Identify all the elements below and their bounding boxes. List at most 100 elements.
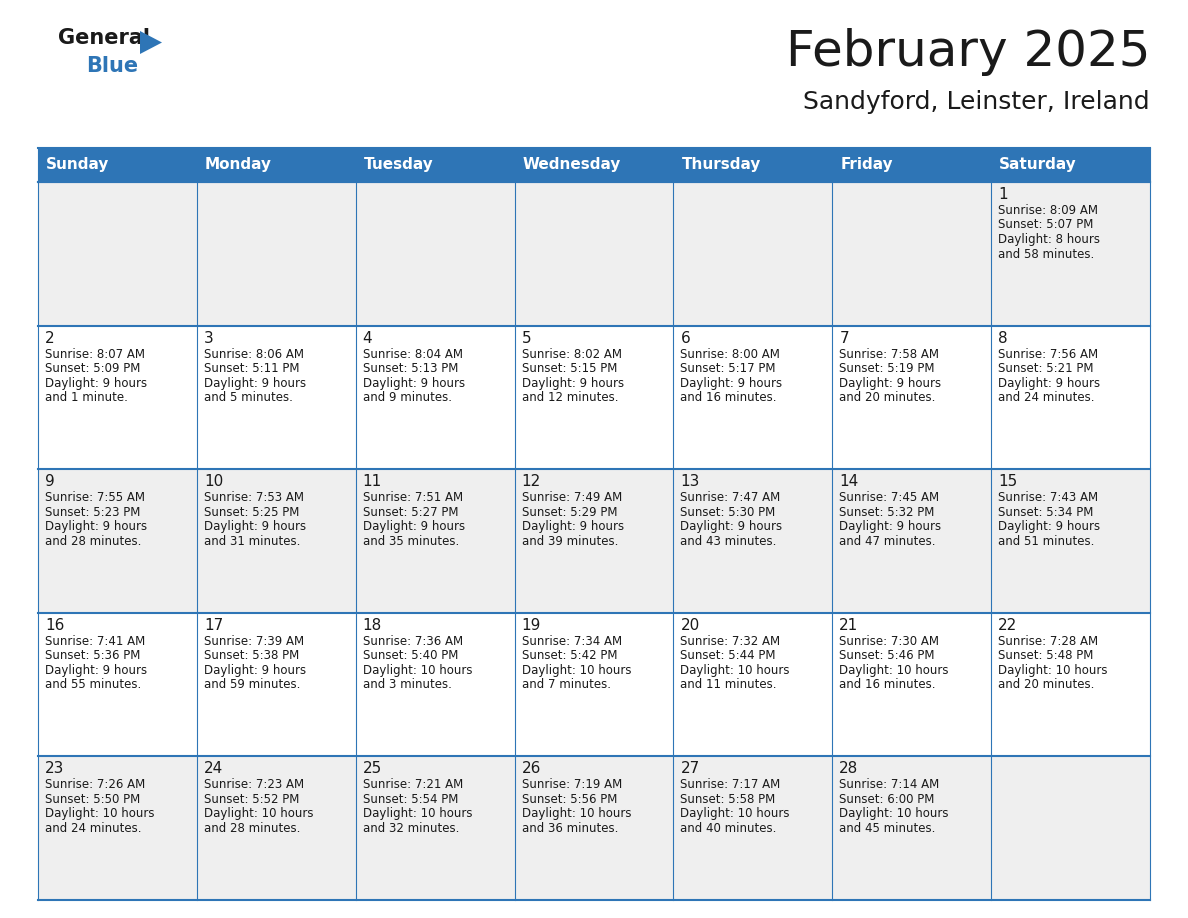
Text: Daylight: 9 hours: Daylight: 9 hours — [839, 521, 941, 533]
Text: Sunset: 5:48 PM: Sunset: 5:48 PM — [998, 649, 1093, 662]
Text: 13: 13 — [681, 475, 700, 489]
Text: and 32 minutes.: and 32 minutes. — [362, 822, 459, 834]
Text: Sunset: 5:56 PM: Sunset: 5:56 PM — [522, 793, 617, 806]
Text: and 16 minutes.: and 16 minutes. — [839, 678, 936, 691]
Text: Sunrise: 7:58 AM: Sunrise: 7:58 AM — [839, 348, 940, 361]
Text: Sunrise: 7:23 AM: Sunrise: 7:23 AM — [204, 778, 304, 791]
Text: Sunrise: 7:56 AM: Sunrise: 7:56 AM — [998, 348, 1098, 361]
Text: and 39 minutes.: and 39 minutes. — [522, 534, 618, 548]
Text: Sunset: 5:27 PM: Sunset: 5:27 PM — [362, 506, 459, 519]
Text: Sunday: Sunday — [46, 158, 109, 173]
Text: Sunset: 6:00 PM: Sunset: 6:00 PM — [839, 793, 935, 806]
Text: Sunset: 5:40 PM: Sunset: 5:40 PM — [362, 649, 459, 662]
Text: 19: 19 — [522, 618, 541, 633]
Text: Sunset: 5:29 PM: Sunset: 5:29 PM — [522, 506, 617, 519]
Text: Blue: Blue — [86, 56, 138, 76]
Text: and 24 minutes.: and 24 minutes. — [45, 822, 141, 834]
Text: Daylight: 9 hours: Daylight: 9 hours — [45, 664, 147, 677]
Text: 27: 27 — [681, 761, 700, 777]
Text: Daylight: 9 hours: Daylight: 9 hours — [204, 521, 307, 533]
Text: Daylight: 10 hours: Daylight: 10 hours — [45, 808, 154, 821]
Text: 16: 16 — [45, 618, 64, 633]
Text: and 58 minutes.: and 58 minutes. — [998, 248, 1094, 261]
Text: Sunrise: 7:28 AM: Sunrise: 7:28 AM — [998, 635, 1098, 648]
Text: Sunset: 5:50 PM: Sunset: 5:50 PM — [45, 793, 140, 806]
Text: Sunset: 5:15 PM: Sunset: 5:15 PM — [522, 362, 617, 375]
Text: Thursday: Thursday — [682, 158, 760, 173]
Text: Daylight: 10 hours: Daylight: 10 hours — [998, 664, 1107, 677]
Text: 7: 7 — [839, 330, 849, 345]
Text: Daylight: 9 hours: Daylight: 9 hours — [681, 376, 783, 389]
Text: Daylight: 10 hours: Daylight: 10 hours — [839, 808, 949, 821]
Text: 1: 1 — [998, 187, 1007, 202]
Text: and 20 minutes.: and 20 minutes. — [998, 678, 1094, 691]
Text: and 40 minutes.: and 40 minutes. — [681, 822, 777, 834]
Text: Sunset: 5:52 PM: Sunset: 5:52 PM — [204, 793, 299, 806]
Text: Sunrise: 7:26 AM: Sunrise: 7:26 AM — [45, 778, 145, 791]
Text: and 1 minute.: and 1 minute. — [45, 391, 128, 404]
Text: Monday: Monday — [204, 158, 272, 173]
Text: Sunrise: 7:47 AM: Sunrise: 7:47 AM — [681, 491, 781, 504]
Text: 2: 2 — [45, 330, 55, 345]
Text: Sunset: 5:07 PM: Sunset: 5:07 PM — [998, 218, 1093, 231]
Text: and 20 minutes.: and 20 minutes. — [839, 391, 936, 404]
Text: 14: 14 — [839, 475, 859, 489]
Text: Sunset: 5:58 PM: Sunset: 5:58 PM — [681, 793, 776, 806]
Text: and 9 minutes.: and 9 minutes. — [362, 391, 451, 404]
Text: Wednesday: Wednesday — [523, 158, 621, 173]
Text: Daylight: 9 hours: Daylight: 9 hours — [998, 521, 1100, 533]
Bar — [38, 182, 1150, 326]
Text: Sunrise: 7:43 AM: Sunrise: 7:43 AM — [998, 491, 1098, 504]
Text: Saturday: Saturday — [999, 158, 1076, 173]
Text: Sunrise: 7:39 AM: Sunrise: 7:39 AM — [204, 635, 304, 648]
Text: Daylight: 9 hours: Daylight: 9 hours — [998, 376, 1100, 389]
Text: Sunset: 5:46 PM: Sunset: 5:46 PM — [839, 649, 935, 662]
Text: Sunrise: 7:53 AM: Sunrise: 7:53 AM — [204, 491, 304, 504]
Text: Sunset: 5:42 PM: Sunset: 5:42 PM — [522, 649, 617, 662]
Text: and 7 minutes.: and 7 minutes. — [522, 678, 611, 691]
Text: Sunrise: 7:49 AM: Sunrise: 7:49 AM — [522, 491, 621, 504]
Text: 18: 18 — [362, 618, 383, 633]
Text: Sunrise: 7:34 AM: Sunrise: 7:34 AM — [522, 635, 621, 648]
Text: Sunset: 5:09 PM: Sunset: 5:09 PM — [45, 362, 140, 375]
Text: and 59 minutes.: and 59 minutes. — [204, 678, 301, 691]
Bar — [38, 613, 1150, 756]
Text: Friday: Friday — [840, 158, 893, 173]
Text: General: General — [58, 28, 150, 48]
Text: 10: 10 — [204, 475, 223, 489]
Text: Sunrise: 8:07 AM: Sunrise: 8:07 AM — [45, 348, 145, 361]
Text: Daylight: 9 hours: Daylight: 9 hours — [522, 521, 624, 533]
Bar — [38, 326, 1150, 469]
Text: Daylight: 9 hours: Daylight: 9 hours — [204, 376, 307, 389]
Bar — [38, 148, 1150, 182]
Text: and 43 minutes.: and 43 minutes. — [681, 534, 777, 548]
Text: Daylight: 10 hours: Daylight: 10 hours — [522, 664, 631, 677]
Text: Daylight: 9 hours: Daylight: 9 hours — [681, 521, 783, 533]
Text: Daylight: 9 hours: Daylight: 9 hours — [45, 521, 147, 533]
Text: and 47 minutes.: and 47 minutes. — [839, 534, 936, 548]
Text: Sunset: 5:32 PM: Sunset: 5:32 PM — [839, 506, 935, 519]
Text: Sunrise: 7:21 AM: Sunrise: 7:21 AM — [362, 778, 463, 791]
Text: Daylight: 9 hours: Daylight: 9 hours — [839, 376, 941, 389]
Text: Sunrise: 8:00 AM: Sunrise: 8:00 AM — [681, 348, 781, 361]
Text: and 11 minutes.: and 11 minutes. — [681, 678, 777, 691]
Text: Daylight: 10 hours: Daylight: 10 hours — [204, 808, 314, 821]
Text: and 55 minutes.: and 55 minutes. — [45, 678, 141, 691]
Text: Sunset: 5:54 PM: Sunset: 5:54 PM — [362, 793, 459, 806]
Text: Sunrise: 8:02 AM: Sunrise: 8:02 AM — [522, 348, 621, 361]
Text: 23: 23 — [45, 761, 64, 777]
Text: Sunset: 5:21 PM: Sunset: 5:21 PM — [998, 362, 1094, 375]
Text: and 36 minutes.: and 36 minutes. — [522, 822, 618, 834]
Text: Sunset: 5:19 PM: Sunset: 5:19 PM — [839, 362, 935, 375]
Text: and 51 minutes.: and 51 minutes. — [998, 534, 1094, 548]
Text: Sunrise: 7:32 AM: Sunrise: 7:32 AM — [681, 635, 781, 648]
Text: Sunset: 5:38 PM: Sunset: 5:38 PM — [204, 649, 299, 662]
Text: 8: 8 — [998, 330, 1007, 345]
Text: 15: 15 — [998, 475, 1017, 489]
Text: Sunset: 5:44 PM: Sunset: 5:44 PM — [681, 649, 776, 662]
Text: 26: 26 — [522, 761, 541, 777]
Text: February 2025: February 2025 — [785, 28, 1150, 76]
Text: Sunset: 5:25 PM: Sunset: 5:25 PM — [204, 506, 299, 519]
Text: Sunrise: 7:55 AM: Sunrise: 7:55 AM — [45, 491, 145, 504]
Text: and 16 minutes.: and 16 minutes. — [681, 391, 777, 404]
